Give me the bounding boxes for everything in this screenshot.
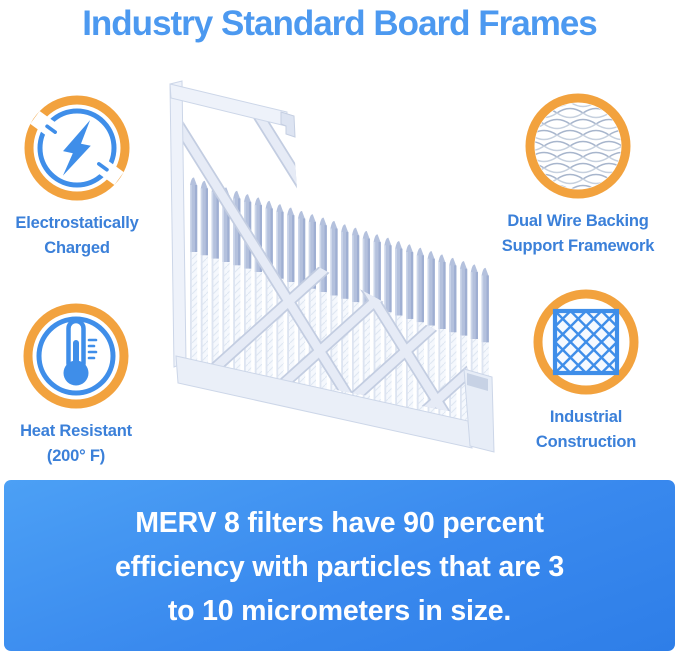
product-image-air-filter bbox=[150, 70, 510, 470]
thermometer-icon bbox=[20, 300, 132, 412]
banner-text-line: to 10 micrometers in size. bbox=[167, 595, 512, 627]
lattice-icon bbox=[530, 286, 642, 398]
banner-text-line: efficiency with particles that are 3 bbox=[115, 551, 564, 583]
lightning-icon bbox=[21, 92, 133, 204]
feature-label-line: Heat Resistant bbox=[20, 422, 132, 440]
feature-label-line: Electrostatically bbox=[15, 214, 139, 232]
page-title: Industry Standard Board Frames bbox=[82, 4, 598, 43]
filter-frame bbox=[169, 80, 495, 453]
feature-label-line: Support Framework bbox=[501, 237, 655, 255]
banner-text-line: MERV 8 filters have 90 percent bbox=[135, 507, 544, 539]
feature-label-line: Dual Wire Backing bbox=[507, 212, 649, 230]
feature-dual-wire-backing: Dual Wire Backing Support Framework bbox=[488, 90, 668, 259]
feature-heat-resistant: Heat Resistant (200° F) bbox=[0, 300, 158, 469]
feature-label-line: (200° F) bbox=[46, 447, 106, 465]
feature-label-line: Charged bbox=[44, 239, 110, 257]
feature-industrial-construction: Industrial Construction bbox=[496, 286, 676, 455]
info-banner: MERV 8 filters have 90 percent efficienc… bbox=[4, 480, 675, 651]
wire-mesh-icon bbox=[522, 90, 634, 202]
feature-label-line: Industrial bbox=[549, 408, 623, 426]
feature-label-line: Construction bbox=[535, 433, 637, 451]
feature-electrostatically-charged: Electrostatically Charged bbox=[0, 92, 159, 261]
